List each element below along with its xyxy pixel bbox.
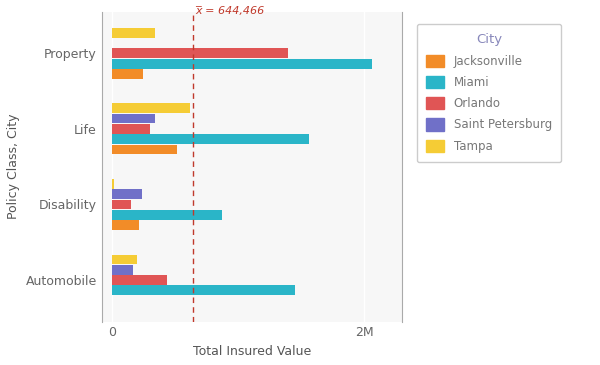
Text: x̅ = 644,466: x̅ = 644,466 bbox=[195, 7, 264, 16]
Bar bbox=[112, 210, 221, 220]
Bar bbox=[112, 285, 295, 295]
Bar bbox=[112, 200, 131, 210]
Bar bbox=[112, 254, 137, 264]
Bar bbox=[112, 124, 149, 134]
Y-axis label: Policy Class, City: Policy Class, City bbox=[7, 114, 20, 219]
Bar bbox=[112, 275, 167, 285]
Bar bbox=[112, 59, 372, 69]
Bar bbox=[112, 69, 143, 79]
X-axis label: Total Insured Value: Total Insured Value bbox=[193, 345, 311, 358]
Bar bbox=[112, 134, 308, 144]
Bar bbox=[112, 265, 133, 275]
Bar bbox=[112, 28, 155, 38]
Bar bbox=[112, 114, 155, 123]
Bar bbox=[112, 49, 289, 58]
Legend: Jacksonville, Miami, Orlando, Saint Petersburg, Tampa: Jacksonville, Miami, Orlando, Saint Pete… bbox=[417, 24, 561, 162]
Bar bbox=[112, 189, 142, 199]
Bar bbox=[112, 220, 139, 230]
Bar bbox=[112, 145, 178, 154]
Bar bbox=[112, 179, 114, 189]
Bar bbox=[112, 103, 190, 113]
